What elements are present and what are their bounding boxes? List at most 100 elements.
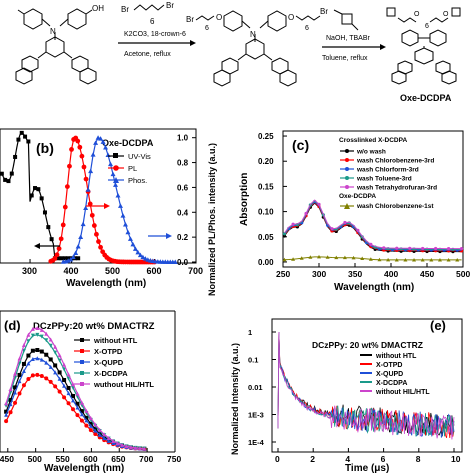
panel-d-point <box>88 423 93 428</box>
legend-item-c: wash Tetrahydrofuran-3rd <box>356 185 437 192</box>
phos-point <box>88 168 94 174</box>
oxe-point <box>360 256 365 260</box>
panel-d-point <box>62 383 67 388</box>
pl-point <box>62 204 68 210</box>
phos-point <box>135 249 141 255</box>
panel-d-point <box>71 398 75 403</box>
panel-d-point <box>26 339 31 344</box>
panel-b-ytick-label: 0.6 <box>177 183 189 192</box>
oxe-point <box>291 257 296 261</box>
panel-d-point <box>75 391 80 396</box>
phos-point <box>75 244 81 249</box>
panel-d-point <box>79 412 84 417</box>
panel-b-ytick-label: 0.4 <box>177 208 189 217</box>
panel-c-ylabel: Absorption <box>239 173 250 226</box>
panel-d-xtick-label: 550 <box>56 454 70 464</box>
panel-d-point <box>26 353 31 358</box>
panel-d-point <box>26 361 31 366</box>
oxe-point <box>377 257 382 262</box>
legend-marker <box>345 176 349 180</box>
phos-point <box>122 221 128 227</box>
panel-d-point <box>35 348 40 353</box>
phos-point <box>108 161 114 167</box>
phos-point <box>127 236 133 241</box>
phos-point <box>172 259 178 264</box>
oxe-point <box>282 257 287 262</box>
uvvis-point <box>0 171 4 176</box>
phos-point <box>117 203 123 208</box>
panel-d-point <box>57 389 62 394</box>
panel-c-series-line <box>283 199 462 250</box>
oxe-point <box>308 255 313 259</box>
pl-point <box>58 236 64 242</box>
panel-c-point <box>395 246 399 250</box>
panel-d-point <box>48 357 53 362</box>
panel-d-point <box>44 376 49 381</box>
panel-d-xtick-label: 650 <box>111 454 125 464</box>
uvvis-point <box>26 139 31 144</box>
panel-d-point <box>93 432 98 437</box>
legend-item-c: wash Toluene-3rd <box>356 176 412 183</box>
legend-marker <box>80 371 84 375</box>
dibromo-br-right: Br <box>166 1 174 10</box>
panel-d-point <box>53 344 58 349</box>
panel-d-series-line <box>5 334 145 450</box>
panel-e-xtick-label: 0 <box>275 454 280 464</box>
oxe-point <box>420 257 425 262</box>
phos-point <box>113 182 119 187</box>
reaction-arrowhead-1 <box>190 40 196 46</box>
product-structure <box>386 7 461 85</box>
panel-d-point <box>57 358 62 363</box>
panel-d-point <box>57 370 62 375</box>
panel-d-point <box>102 432 107 437</box>
oxe-point <box>386 257 391 262</box>
uvvis-point <box>39 196 44 201</box>
panel-d-point <box>66 401 71 406</box>
phos-point <box>110 171 116 177</box>
phos-point <box>115 193 121 198</box>
product-o-right: O <box>443 11 449 18</box>
legend-marker <box>80 382 84 386</box>
panel-d-point <box>35 325 40 330</box>
oxe-point <box>437 257 442 262</box>
panel-d-point <box>137 446 142 451</box>
intermediate-o-left: O <box>216 13 222 22</box>
reagent-2-line-1: NaOH, TBABr <box>326 35 370 42</box>
panel-d-point <box>66 385 71 390</box>
panel-e-frame <box>271 318 463 453</box>
pl-point <box>54 252 60 258</box>
pl-point <box>75 138 81 144</box>
oxe-point <box>317 254 321 259</box>
dibromo-subscript: 6 <box>150 17 155 26</box>
panel-d-point <box>35 332 40 337</box>
uvvis-point <box>56 256 61 261</box>
panel-b-ytick-label: 0.2 <box>177 233 189 242</box>
panel-d-point <box>66 391 71 396</box>
panel-e-label: (e) <box>430 318 446 333</box>
phos-point <box>103 144 109 150</box>
panel-b-legend: UV-Vis PL Phos. <box>108 152 151 185</box>
panel-d-point <box>71 382 75 387</box>
panel-c-frame <box>282 130 464 268</box>
panel-c-xtick-label: 450 <box>420 269 434 279</box>
uvvis-point <box>66 256 71 261</box>
panel-d-point <box>79 409 84 414</box>
uvvis-point <box>33 186 38 191</box>
pl-point <box>98 244 103 250</box>
uvvis-point <box>3 177 8 182</box>
uvvis-point <box>29 193 34 198</box>
phos-point <box>90 152 96 157</box>
panel-e: (e) DCzPPy: 20 wt% DMACTRZ Normalized In… <box>230 318 463 474</box>
legend-marker <box>345 158 349 162</box>
pl-axis-arrowhead <box>104 203 110 209</box>
panel-e-ytick-label: 0.1 <box>248 356 258 365</box>
phos-point <box>132 246 138 251</box>
n-atom-label: N <box>50 27 56 36</box>
uvvis-point <box>19 130 24 135</box>
panel-d-point <box>53 363 58 368</box>
panel-c-ytick-label: 0.20 <box>258 157 274 166</box>
panel-b-xtick-label: 300 <box>22 266 37 276</box>
intermediate-br-right: Br <box>320 7 328 16</box>
panel-c-point <box>459 247 464 251</box>
panel-c-point <box>369 242 373 246</box>
